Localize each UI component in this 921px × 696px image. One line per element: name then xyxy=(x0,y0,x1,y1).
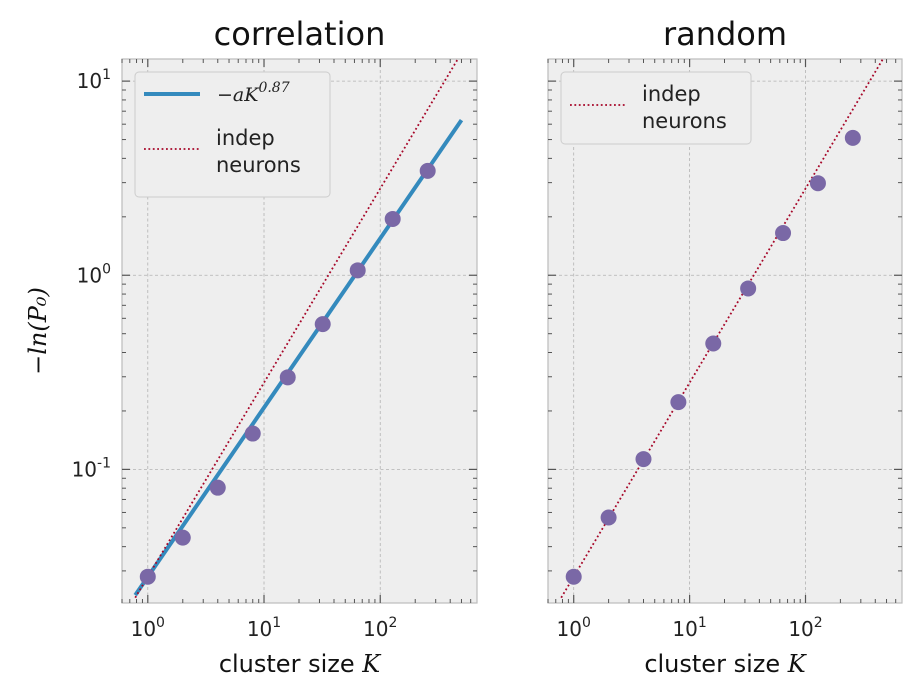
data-point xyxy=(384,210,401,227)
y-tick-label: 10-1 xyxy=(72,455,111,481)
data-point xyxy=(705,335,722,352)
x-tick-base: 10 xyxy=(131,617,156,641)
x-axis-label-text: cluster size xyxy=(644,650,780,678)
legend: indep neurons xyxy=(560,71,752,145)
x-tick-label: 101 xyxy=(247,615,281,641)
series-layer xyxy=(133,59,464,599)
x-tick-base: 10 xyxy=(557,617,582,641)
x-tick-base: 10 xyxy=(247,617,272,641)
x-tick-exponent: 2 xyxy=(389,615,398,631)
x-axis-label: cluster size K xyxy=(219,650,382,678)
x-axis-label-text: cluster size xyxy=(219,650,355,678)
x-tick-base: 10 xyxy=(672,617,697,641)
x-tick-exponent: 0 xyxy=(582,615,591,631)
y-tick-exponent: 0 xyxy=(102,261,111,277)
series-layer xyxy=(560,59,884,599)
data-point xyxy=(740,280,757,297)
x-tick-exponent: 2 xyxy=(814,615,823,631)
legend-indep-label-line1: indep xyxy=(642,82,701,106)
legend-indep-label-line2: neurons xyxy=(216,153,301,177)
data-point xyxy=(600,509,617,526)
x-tick-label: 101 xyxy=(672,615,706,641)
legend-indep-label-line2: neurons xyxy=(642,109,727,133)
data-point xyxy=(565,568,582,585)
y-tick-exponent: 1 xyxy=(102,67,111,83)
x-tick-label: 100 xyxy=(557,615,591,641)
fit-line xyxy=(133,118,464,597)
data-point xyxy=(314,316,331,333)
x-tick-exponent: 0 xyxy=(156,615,165,631)
y-tick-base: 10 xyxy=(72,457,97,481)
indep-neurons-line xyxy=(134,59,459,599)
data-point xyxy=(635,451,652,468)
x-tick-base: 10 xyxy=(363,617,388,641)
x-tick-label: 100 xyxy=(131,615,165,641)
legend-fit-prefix: −a xyxy=(217,84,244,106)
x-axis-label: cluster size K xyxy=(644,650,807,678)
panel-title: correlation xyxy=(214,15,386,53)
legend: −aK0.87 indep neurons xyxy=(134,71,331,198)
y-tick-exponent: -1 xyxy=(97,455,111,471)
x-tick-label: 102 xyxy=(363,615,397,641)
x-tick-base: 10 xyxy=(788,617,813,641)
legend-fit-exponent: 0.87 xyxy=(258,80,289,96)
indep-neurons-line xyxy=(560,59,884,599)
data-point xyxy=(139,568,156,585)
x-axis-label-symbol: K xyxy=(361,650,382,678)
panel-title: random xyxy=(663,15,787,53)
legend-fit-label: −aK0.87 xyxy=(217,80,290,106)
data-point xyxy=(279,369,296,386)
data-point xyxy=(244,425,261,442)
x-tick-label: 102 xyxy=(788,615,822,641)
legend-fit-symbol: K xyxy=(243,84,260,106)
data-point xyxy=(174,529,191,546)
data-point xyxy=(775,225,792,242)
x-axis-label-symbol: K xyxy=(787,650,808,678)
y-tick-base: 10 xyxy=(77,69,102,93)
data-point xyxy=(844,129,861,146)
legend-box xyxy=(560,71,752,145)
x-tick-exponent: 1 xyxy=(272,615,281,631)
data-point xyxy=(349,262,366,279)
data-point xyxy=(419,162,436,179)
legend-indep-label-line1: indep xyxy=(216,126,275,150)
y-axis-label: −ln(P₀) xyxy=(24,287,52,375)
legend-box xyxy=(134,71,331,198)
x-tick-exponent: 1 xyxy=(698,615,707,631)
y-tick-base: 10 xyxy=(77,263,102,287)
y-tick-label: 100 xyxy=(77,261,111,287)
data-point xyxy=(209,479,226,496)
data-point xyxy=(670,394,687,411)
data-point xyxy=(809,175,826,192)
y-tick-label: 101 xyxy=(77,67,111,93)
